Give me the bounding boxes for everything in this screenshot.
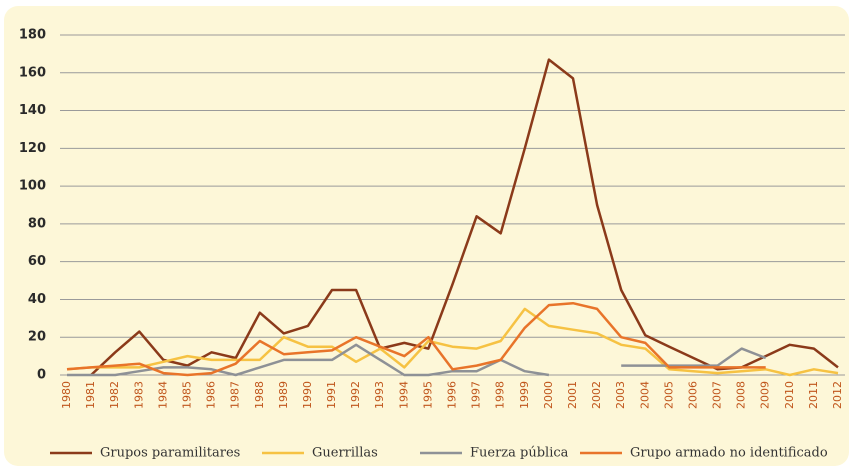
- x-tick-label: 1998: [494, 381, 507, 409]
- y-tick-label: 20: [28, 330, 46, 345]
- x-tick-label: 1990: [301, 381, 314, 409]
- x-tick-label: 2003: [614, 381, 627, 409]
- x-tick-label: 1985: [180, 381, 193, 409]
- y-tick-label: 0: [37, 368, 46, 383]
- series-line: [67, 343, 767, 377]
- x-tick-label: 1995: [421, 381, 434, 409]
- x-tick-label: 1997: [470, 381, 483, 409]
- x-tick-label: 1989: [277, 381, 290, 409]
- x-tick-label: 1994: [397, 381, 410, 409]
- series-line: [66, 301, 766, 377]
- x-tick-label: 2011: [807, 381, 820, 409]
- x-tick-label: 2001: [566, 381, 579, 409]
- x-tick-label: 1988: [253, 381, 266, 409]
- x-tick-label: 1991: [325, 381, 338, 409]
- x-tick-label: 1984: [156, 381, 169, 409]
- x-tick-label: 2006: [686, 381, 699, 409]
- x-tick-label: 1999: [518, 381, 531, 409]
- x-tick-label: 2008: [735, 381, 748, 409]
- x-tick-label: 1987: [229, 381, 242, 409]
- legend-label: Grupos paramilitares: [100, 446, 240, 461]
- y-tick-label: 180: [19, 28, 46, 43]
- x-tick-label: 2005: [662, 381, 675, 409]
- x-tick-label: 2002: [590, 381, 603, 409]
- y-tick-label: 160: [19, 65, 46, 80]
- y-tick-label: 100: [19, 179, 46, 194]
- x-tick-label: 1986: [205, 381, 218, 409]
- x-tick-label: 1992: [349, 381, 362, 409]
- x-tick-label: 1982: [108, 381, 121, 409]
- y-tick-label: 140: [19, 103, 46, 118]
- legend-label: Fuerza pública: [470, 446, 569, 461]
- x-tick-label: 1980: [60, 381, 73, 409]
- x-tick-label: 1981: [84, 381, 97, 409]
- series-line: [66, 307, 839, 377]
- x-tick-label: 2009: [759, 381, 772, 409]
- x-tick-label: 2010: [783, 381, 796, 409]
- x-tick-label: 2007: [711, 381, 724, 409]
- x-tick-label: 2012: [831, 381, 844, 409]
- legend-label: Grupo armado no identificado: [630, 446, 828, 461]
- y-tick-label: 60: [28, 254, 46, 269]
- x-tick-label: 1993: [373, 381, 386, 409]
- chart-card: [4, 6, 849, 466]
- x-tick-label: 1996: [446, 381, 459, 409]
- x-tick-label: 2000: [542, 381, 555, 409]
- legend-label: Guerrillas: [312, 446, 378, 461]
- x-tick-label: 1983: [132, 381, 145, 409]
- y-tick-label: 40: [28, 292, 46, 307]
- y-tick-label: 80: [28, 216, 46, 231]
- x-tick-label: 2004: [638, 381, 651, 409]
- y-tick-label: 120: [19, 141, 46, 156]
